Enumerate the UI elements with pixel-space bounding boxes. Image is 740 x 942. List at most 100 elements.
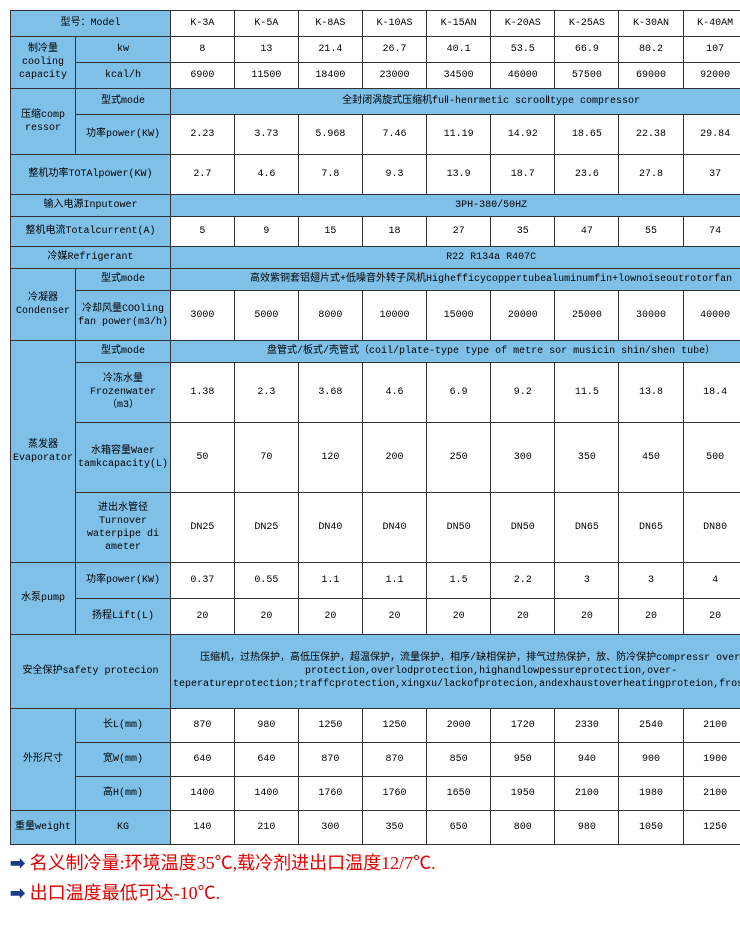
cell-total_power-8: 37 [683,155,740,195]
cell-pipe-3: DN40 [362,493,426,563]
model-8: K-40AM [683,11,740,37]
model-3: K-10AS [362,11,426,37]
cell-pump_power-7: 3 [619,563,683,599]
cell-tank-5: 300 [491,423,555,493]
label-kcalh: kcal/h [76,63,171,89]
cell-total_power-4: 13.9 [427,155,491,195]
label-cooling: 制冷量cooling capacity [11,37,76,89]
cell-comp_power-0: 2.23 [171,115,235,155]
label-hei: 高H(mm) [76,777,171,811]
cell-comp_power-2: 5.968 [298,115,362,155]
cell-kcalh-6: 57500 [555,63,619,89]
cell-cond_fan-2: 8000 [298,291,362,341]
label-lift: 扬程Lift(L) [76,599,171,635]
cell-kcalh-7: 69000 [619,63,683,89]
label-pump-power: 功率power(KW) [76,563,171,599]
cell-total_power-1: 4.6 [234,155,298,195]
cell-total_current-4: 27 [427,217,491,247]
label-len: 长L(mm) [76,709,171,743]
cell-kcalh-8: 92000 [683,63,740,89]
cell-len-7: 2540 [619,709,683,743]
cell-total_power-0: 2.7 [171,155,235,195]
cell-len-5: 1720 [491,709,555,743]
cell-hei-4: 1650 [427,777,491,811]
spec-table: 型号：ModelK-3AK-5AK-8ASK-10ASK-15ANK-20ASK… [10,10,740,845]
model-0: K-3A [171,11,235,37]
cell-kw-1: 13 [234,37,298,63]
cell-lift-2: 20 [298,599,362,635]
cell-pipe-5: DN50 [491,493,555,563]
cell-kg-4: 650 [427,811,491,845]
cell-tank-1: 70 [234,423,298,493]
cell-kg-3: 350 [362,811,426,845]
cell-frozen-2: 3.68 [298,363,362,423]
cell-kg-2: 300 [298,811,362,845]
cell-pipe-6: DN65 [555,493,619,563]
cell-total_power-3: 9.3 [362,155,426,195]
cell-pump_power-0: 0.37 [171,563,235,599]
cell-tank-6: 350 [555,423,619,493]
cell-wid-5: 950 [491,743,555,777]
label-weight: 重量weight [11,811,76,845]
footnote-0: ➡ 名义制冷量:环境温度35℃,载冷剂进出口温度12/7℃. [10,849,730,875]
cell-comp_power-7: 22.38 [619,115,683,155]
cell-lift-5: 20 [491,599,555,635]
label-total-current: 整机电流Totalcurrent(A) [11,217,171,247]
cell-hei-3: 1760 [362,777,426,811]
cell-kcalh-1: 11500 [234,63,298,89]
cell-kg-0: 140 [171,811,235,845]
cell-kw-0: 8 [171,37,235,63]
label-input-power: 输入电源Inputower [11,195,171,217]
cell-frozen-0: 1.38 [171,363,235,423]
cell-hei-0: 1400 [171,777,235,811]
cell-wid-1: 640 [234,743,298,777]
label-wid: 宽W(mm) [76,743,171,777]
cell-kcalh-4: 34500 [427,63,491,89]
cell-pipe-7: DN65 [619,493,683,563]
cell-tank-8: 500 [683,423,740,493]
cell-pipe-8: DN80 [683,493,740,563]
cell-len-2: 1250 [298,709,362,743]
cell-kg-5: 800 [491,811,555,845]
label-frozen: 冷冻水量Frozenwater（m3） [76,363,171,423]
label-comp-power: 功率power(KW) [76,115,171,155]
cell-total_power-2: 7.8 [298,155,362,195]
cell-comp_power-5: 14.92 [491,115,555,155]
cell-wid-8: 1900 [683,743,740,777]
label-comp-mode: 型式mode [76,89,171,115]
cell-kw-8: 107 [683,37,740,63]
cell-lift-0: 20 [171,599,235,635]
cell-kw-5: 53.5 [491,37,555,63]
cell-total_current-7: 55 [619,217,683,247]
cell-frozen-7: 13.8 [619,363,683,423]
cell-kg-8: 1250 [683,811,740,845]
cell-pipe-1: DN25 [234,493,298,563]
cell-total_current-3: 18 [362,217,426,247]
label-dimensions: 外形尺寸 [11,709,76,811]
cell-pipe-0: DN25 [171,493,235,563]
cell-wid-6: 940 [555,743,619,777]
model-6: K-25AS [555,11,619,37]
cell-kcalh-0: 6900 [171,63,235,89]
arrow-icon: ➡ [10,883,25,903]
cell-total_power-5: 18.7 [491,155,555,195]
cell-wid-4: 850 [427,743,491,777]
cell-len-1: 980 [234,709,298,743]
cell-len-8: 2100 [683,709,740,743]
cell-pump_power-5: 2.2 [491,563,555,599]
label-compressor: 压缩comp ressor [11,89,76,155]
label-safety: 安全保护safety protecion [11,635,171,709]
arrow-icon: ➡ [10,853,25,873]
cell-total_current-1: 9 [234,217,298,247]
cell-kw-6: 66.9 [555,37,619,63]
cell-kw-3: 26.7 [362,37,426,63]
cell-cond_fan-5: 20000 [491,291,555,341]
cell-kg-6: 980 [555,811,619,845]
model-4: K-15AN [427,11,491,37]
label-pump: 水泵pump [11,563,76,635]
cell-kcalh-2: 18400 [298,63,362,89]
evap-mode-text: 盘管式/板式/壳管式（coil/plate-type type of metre… [171,341,740,363]
cell-wid-2: 870 [298,743,362,777]
cell-lift-8: 20 [683,599,740,635]
cell-hei-2: 1760 [298,777,362,811]
